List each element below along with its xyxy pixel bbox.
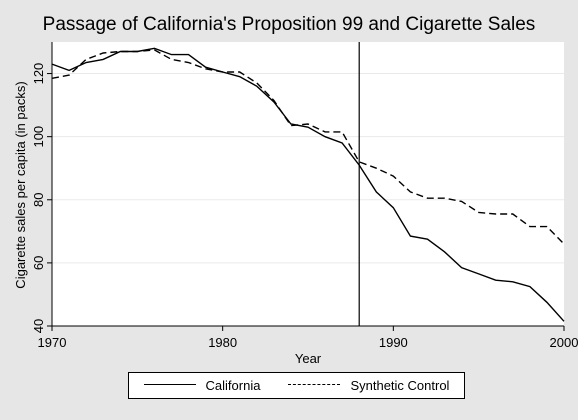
- x-tick-label: 2000: [550, 335, 578, 350]
- y-tick-label: 60: [31, 256, 46, 270]
- legend-item-california: California: [143, 378, 261, 393]
- series-group: [51, 47, 565, 322]
- legend-swatch-synthetic-control: [288, 384, 341, 387]
- legend-label-california: California: [205, 378, 261, 393]
- y-tick-label: 40: [31, 319, 46, 333]
- x-tick-label: 1980: [208, 335, 237, 350]
- chart-title: Passage of California's Proposition 99 a…: [42, 14, 536, 35]
- series-line-synthetic-control: [51, 49, 565, 245]
- x-axis-label: Year: [295, 351, 322, 366]
- legend-label-synthetic-control: Synthetic Control: [350, 378, 450, 393]
- y-tick-label: 100: [31, 126, 46, 148]
- legend-swatch-california: [143, 384, 196, 387]
- y-axis-label: Cigarette sales per capita (in packs): [13, 81, 28, 288]
- y-tick-label: 80: [31, 193, 46, 207]
- axes: 40 60 80 100 120 1970 1980 1990 2000: [31, 42, 578, 350]
- plot-area: [52, 42, 564, 326]
- legend-item-synthetic-control: Synthetic Control: [288, 378, 449, 393]
- x-tick-label: 1990: [379, 335, 408, 350]
- x-tick-label: 1970: [38, 335, 67, 350]
- legend: California Synthetic Control: [128, 372, 465, 399]
- y-tick-label: 120: [31, 63, 46, 85]
